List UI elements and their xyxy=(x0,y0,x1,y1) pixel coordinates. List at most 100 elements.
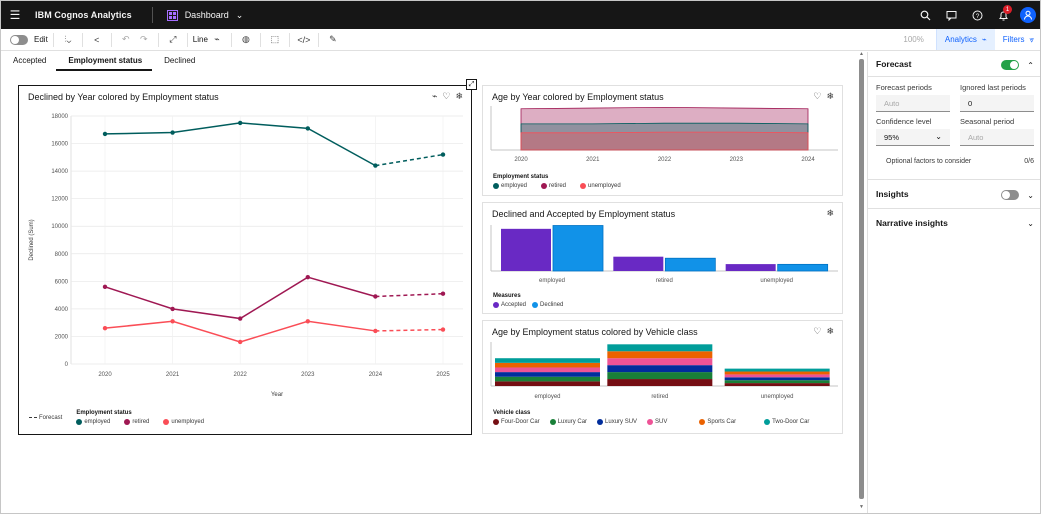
fit-frame-icon[interactable]: ⬚ xyxy=(270,34,280,44)
legend-item-employed[interactable]: employed xyxy=(493,183,527,189)
settings-icon[interactable]: ❄ xyxy=(455,91,463,101)
forecast-section-header[interactable]: Forecast ⌃ xyxy=(868,52,1040,77)
legend-item-employed[interactable]: employed xyxy=(76,419,110,425)
legend-item-sports-car[interactable]: Sports Car xyxy=(699,419,736,425)
legend-item-unemployed[interactable]: unemployed xyxy=(163,419,204,425)
legend-item-declined[interactable]: Declined xyxy=(532,302,563,308)
bar-Accepted-unemployed xyxy=(725,264,776,271)
declined-accepted-card[interactable]: Declined and Accepted by Employment stat… xyxy=(482,202,843,314)
user-avatar-icon[interactable] xyxy=(1020,7,1036,23)
dashboard-switcher[interactable]: Dashboard ⌄ xyxy=(166,9,243,21)
filters-tab[interactable]: Filters ⩔ xyxy=(995,29,1040,50)
line-chart-icon[interactable]: ⌁ xyxy=(431,91,438,101)
forecast-title: Forecast xyxy=(876,59,912,69)
optional-factors-row[interactable]: Optional factors to consider 0/6 xyxy=(876,146,1034,165)
age-by-year-card[interactable]: Age by Year colored by Employment status… xyxy=(482,85,843,196)
settings-icon[interactable]: ❄ xyxy=(826,208,834,218)
line-chart-icon[interactable]: ⌁ xyxy=(214,34,220,44)
menu-icon[interactable]: ☰ xyxy=(9,8,21,22)
legend-item-four-door-car[interactable]: Four-Door Car xyxy=(493,419,540,425)
legend-item-accepted[interactable]: Accepted xyxy=(493,302,526,308)
analytics-tab[interactable]: Analytics ⌁ xyxy=(935,29,995,50)
search-icon[interactable] xyxy=(912,1,938,29)
bar-Accepted-retired xyxy=(613,256,664,271)
grouped-bar-chart: employed retired unemployed xyxy=(490,225,838,284)
scrollbar-thumb[interactable] xyxy=(859,59,864,499)
divider xyxy=(288,32,290,47)
svg-text:?: ? xyxy=(975,13,979,20)
data-point-retired-2020 xyxy=(102,284,108,290)
x-tick-label: unemployed xyxy=(761,394,794,400)
forecast-line-retired xyxy=(375,292,444,298)
settings-icon[interactable]: ❄ xyxy=(826,326,834,336)
dashboard-tabs: Accepted Employment status Declined xyxy=(1,52,205,71)
lightbulb-icon[interactable]: ♡ xyxy=(813,91,822,101)
legend-item-retired[interactable]: retired xyxy=(541,183,566,189)
pin-icon[interactable]: ✎ xyxy=(329,34,337,44)
expand-icon[interactable]: ⤢ xyxy=(169,34,177,44)
declined-by-year-card[interactable]: Declined by Year colored by Employment s… xyxy=(18,85,472,435)
notification-bell-icon[interactable]: 1 xyxy=(990,1,1016,29)
share-icon[interactable]: < xyxy=(94,34,100,45)
forecast-toggle[interactable] xyxy=(1001,60,1020,70)
confidence-level-select[interactable]: 95% ⌄ xyxy=(876,129,950,146)
dashboard-icon xyxy=(166,9,178,21)
scroll-up-icon[interactable]: ▲ xyxy=(859,51,864,57)
tab-accepted[interactable]: Accepted xyxy=(13,56,47,65)
ignored-periods-input[interactable]: 0 xyxy=(960,95,1034,112)
canvas-scrollbar[interactable]: ▲ ▼ xyxy=(858,51,866,510)
age-by-vehicle-class-card[interactable]: Age by Employment status colored by Vehi… xyxy=(482,320,843,434)
code-icon[interactable]: </> xyxy=(297,34,311,45)
card-title: Age by Employment status colored by Vehi… xyxy=(492,327,698,337)
insights-section-header[interactable]: Insights ⌄ xyxy=(868,179,1040,208)
forecast-line-unemployed xyxy=(375,328,444,332)
edit-toggle[interactable] xyxy=(10,34,28,45)
legend-item-suv[interactable]: SUV xyxy=(647,419,667,425)
legend-item-unemployed[interactable]: unemployed xyxy=(580,183,621,189)
visualization-type-icon[interactable]: ⫶⌄ xyxy=(64,34,72,44)
y-tick-label: 6000 xyxy=(55,279,69,285)
help-icon[interactable]: ? xyxy=(964,1,990,29)
legend-item-retired[interactable]: retired xyxy=(124,419,149,425)
tab-employment-status[interactable]: Employment status xyxy=(56,52,153,71)
legend-title: Vehicle class xyxy=(493,410,531,416)
chat-icon[interactable] xyxy=(938,1,964,29)
insights-toggle[interactable] xyxy=(1001,190,1020,200)
seasonal-period-label: Seasonal period xyxy=(960,117,1015,126)
data-point-retired-2025 xyxy=(440,291,446,296)
tab-declined[interactable]: Declined xyxy=(164,56,196,65)
undo-icon[interactable]: ↶ xyxy=(122,34,130,44)
stack-segment-2-employed xyxy=(495,372,600,377)
line-chart: 0 2000 4000 6000 8000 10000 12000 14000 16000 180… xyxy=(29,114,463,398)
redo-icon[interactable]: ↷ xyxy=(140,34,148,44)
color-palette-icon[interactable]: ◍ xyxy=(241,34,250,44)
divider xyxy=(151,7,153,23)
toolbar: Edit ⫶⌄ < ↶ ↷ ⤢ Line ⌁ ◍ ⬚ </> ✎ 100% An… xyxy=(1,29,1040,51)
forecast-periods-label: Forecast periods xyxy=(876,83,932,92)
legend-item-luxury-suv[interactable]: Luxury SUV xyxy=(597,419,637,425)
lightbulb-icon[interactable]: ♡ xyxy=(813,326,822,336)
forecast-periods-input[interactable]: Auto xyxy=(876,95,950,112)
x-tick-label: employed xyxy=(539,278,565,284)
chevron-down-icon[interactable]: ⌄ xyxy=(1027,219,1034,228)
divider xyxy=(81,32,83,47)
seasonal-period-input[interactable]: Auto xyxy=(960,129,1034,146)
narrative-insights-header[interactable]: Narrative insights ⌄ xyxy=(868,208,1040,237)
lightbulb-icon[interactable]: ♡ xyxy=(442,91,451,101)
legend-item-two-door-car[interactable]: Two-Door Car xyxy=(764,419,809,425)
stack-segment-1-employed xyxy=(495,376,600,382)
chart-type-label[interactable]: Line xyxy=(192,35,208,44)
scroll-down-icon[interactable]: ▼ xyxy=(859,504,864,510)
insights-title: Insights xyxy=(876,189,909,199)
legend-item-luxury-car[interactable]: Luxury Car xyxy=(549,419,587,425)
chevron-up-icon[interactable]: ⌃ xyxy=(1027,60,1034,70)
data-point-employed-2024 xyxy=(373,163,378,168)
x-tick-label: 2024 xyxy=(801,157,815,163)
notification-badge: 1 xyxy=(1003,5,1012,14)
x-tick-label: 2022 xyxy=(234,372,248,378)
filters-label: Filters xyxy=(1002,35,1025,44)
expand-card-icon[interactable]: ⤢ xyxy=(466,79,477,90)
x-tick-label: unemployed xyxy=(760,278,793,284)
chevron-down-icon[interactable]: ⌄ xyxy=(1027,190,1034,200)
settings-icon[interactable]: ❄ xyxy=(826,91,834,101)
